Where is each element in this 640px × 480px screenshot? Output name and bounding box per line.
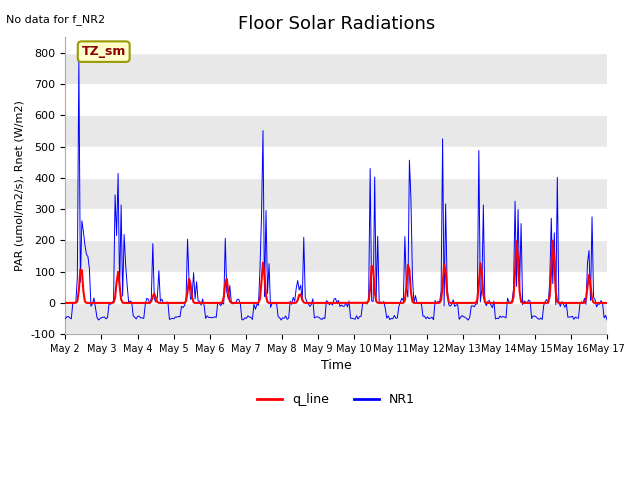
NR1: [243, 315, 250, 321]
Title: Floor Solar Radiations: Floor Solar Radiations: [237, 15, 435, 33]
Line: q_line: q_line: [65, 241, 607, 303]
Bar: [65, 303, 607, 334]
NR1: [61, 316, 69, 322]
Bar: [65, 53, 607, 84]
q_line: [332, 300, 339, 306]
Line: NR1: NR1: [65, 59, 607, 320]
Text: No data for f_NR2: No data for f_NR2: [6, 14, 106, 25]
NR1: [129, 313, 137, 319]
NR1: [75, 56, 83, 61]
NR1: [576, 300, 584, 306]
NR1: [604, 317, 611, 323]
q_line: [61, 300, 69, 306]
Text: TZ_sm: TZ_sm: [81, 45, 126, 58]
q_line: [241, 300, 249, 306]
q_line: [223, 276, 230, 282]
q_line: [604, 300, 611, 306]
X-axis label: Time: Time: [321, 360, 351, 372]
q_line: [576, 300, 584, 306]
NR1: [300, 234, 308, 240]
Bar: [65, 178, 607, 209]
NR1: [225, 296, 232, 302]
NR1: [465, 317, 472, 323]
Bar: [65, 240, 607, 272]
NR1: [252, 306, 259, 312]
q_line: [298, 297, 306, 302]
q_line: [250, 300, 258, 306]
q_line: [128, 300, 136, 306]
q_line: [549, 238, 557, 244]
Y-axis label: PAR (umol/m2/s), Rnet (W/m2): PAR (umol/m2/s), Rnet (W/m2): [15, 100, 25, 271]
Legend: q_line, NR1: q_line, NR1: [252, 388, 420, 411]
Bar: [65, 116, 607, 147]
